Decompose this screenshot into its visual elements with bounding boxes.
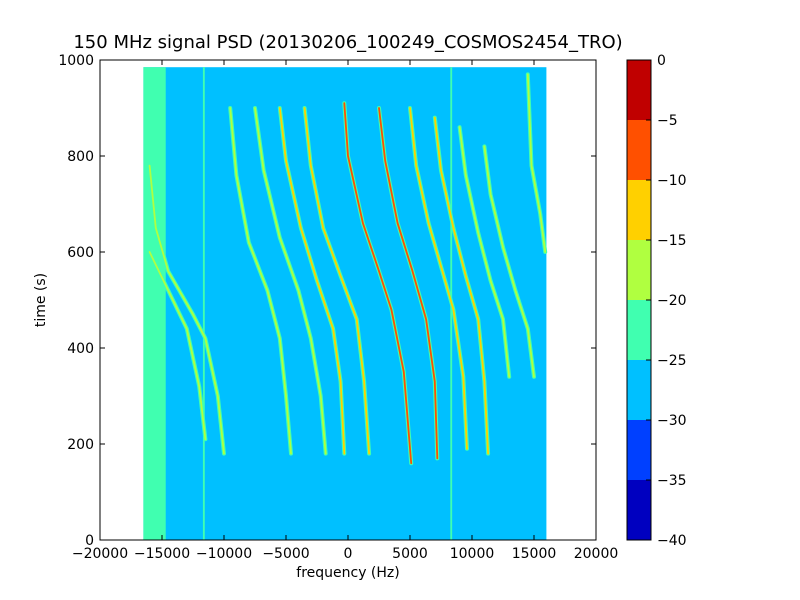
- x-tick-label: 10000: [450, 546, 495, 562]
- y-tick-label: 400: [67, 341, 94, 357]
- colorbar-tick-label: −40: [657, 533, 687, 549]
- colorbar-segment: [627, 60, 651, 120]
- signal-trace-6: [343, 102, 413, 465]
- x-axis: −20000 −15000 −10000 −5000 0 5000 10000 15000 20…: [72, 60, 618, 562]
- x-tick-label: 0: [344, 546, 353, 562]
- colorbar-tick-label: −15: [657, 233, 687, 249]
- y-tick-label: 1000: [58, 53, 94, 69]
- y-axis-label: time (s): [33, 273, 49, 327]
- signal-trace-7: [378, 107, 439, 460]
- chart-title: 150 MHz signal PSD (20130206_100249_COSM…: [73, 32, 622, 53]
- x-tick-label: −15000: [134, 546, 190, 562]
- x-tick-label: −10000: [196, 546, 252, 562]
- x-tick-label: 20000: [574, 546, 619, 562]
- y-tick-label: 600: [67, 245, 94, 261]
- signal-trace-11: [483, 145, 535, 378]
- x-tick-label: −20000: [72, 546, 128, 562]
- colorbar-segment: [627, 480, 651, 540]
- y-tick-label: 800: [67, 149, 94, 165]
- colorbar-tick-label: −35: [657, 473, 687, 489]
- signal-trace-2: [229, 107, 292, 455]
- signal-trace-0: [148, 164, 225, 455]
- colorbar-tick-label: −20: [657, 293, 687, 309]
- colorbar-tick-label: −10: [657, 173, 687, 189]
- signal-trace-3: [254, 107, 327, 455]
- colorbar-segment: [627, 240, 651, 300]
- signal-trace-1: [148, 251, 207, 441]
- heatmap-layer: [143, 67, 548, 540]
- signal-trace-9: [433, 116, 489, 455]
- colorbar-segment: [627, 120, 651, 180]
- signal-trace-5: [303, 107, 370, 455]
- signal-trace-4: [278, 107, 346, 455]
- heatmap-band-0: [143, 67, 166, 540]
- colorbar-segment: [627, 420, 651, 480]
- colorbar-segment: [627, 360, 651, 420]
- x-tick-label: 15000: [512, 546, 557, 562]
- y-tick-label: 200: [67, 437, 94, 453]
- signal-trace-8: [409, 107, 468, 450]
- colorbar-tick-label: 0: [657, 53, 666, 69]
- colorbar-tick-label: −25: [657, 353, 687, 369]
- signal-trace-10: [458, 126, 511, 378]
- colorbar-segment: [627, 300, 651, 360]
- signal-trace-12: [526, 73, 547, 253]
- colorbar: −40 −35 −30 −25 −20 −15 −10 −5 0: [626, 53, 687, 549]
- x-tick-label: 5000: [392, 546, 428, 562]
- colorbar-segment: [627, 180, 651, 240]
- heatmap-band-2: [202, 67, 205, 540]
- y-tick-label: 0: [85, 533, 94, 549]
- colorbar-tick-label: −30: [657, 413, 687, 429]
- heatmap-background: [143, 67, 547, 540]
- x-axis-label: frequency (Hz): [296, 565, 399, 581]
- y-axis: 0 200 400 600 800 1000: [58, 53, 596, 549]
- colorbar-tick-label: −5: [657, 113, 678, 129]
- x-tick-label: −5000: [262, 546, 309, 562]
